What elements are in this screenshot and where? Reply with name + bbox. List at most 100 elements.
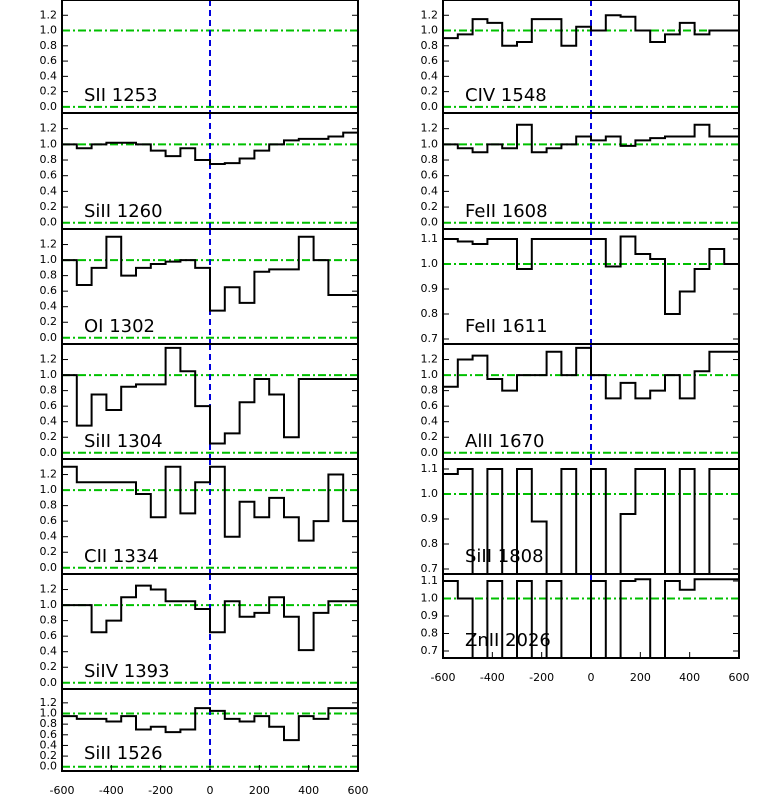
y-tick-label: 0.7 bbox=[421, 644, 439, 657]
panel: 0.7 0.8 0.9 1.0 1.1 SiII 1808 bbox=[421, 458, 740, 575]
y-tick-label: 0.8 bbox=[421, 153, 439, 166]
x-tick-label: -400 bbox=[480, 671, 505, 684]
x-tick-label: 400 bbox=[298, 784, 319, 797]
panel-label: SiII 1260 bbox=[84, 201, 163, 222]
y-tick-label: 0.4 bbox=[421, 184, 439, 197]
y-tick-label: 0.2 bbox=[40, 430, 58, 443]
panel-label: FeII 1608 bbox=[465, 201, 548, 222]
spectrum bbox=[62, 707, 358, 742]
y-tick-label: 0.2 bbox=[421, 200, 439, 213]
y-tick-label: 1.2 bbox=[40, 353, 58, 366]
y-tick-label: 0.2 bbox=[421, 85, 439, 98]
y-tick-label: 1.0 bbox=[421, 24, 439, 37]
y-tick-label: 0.0 bbox=[40, 100, 58, 113]
y-tick-label: 0.8 bbox=[421, 627, 439, 640]
y-tick-label: 0.8 bbox=[421, 39, 439, 52]
panel-label: FeII 1611 bbox=[465, 316, 548, 337]
y-tick-label: 0.8 bbox=[40, 614, 58, 627]
y-tick-label: 0.8 bbox=[40, 153, 58, 166]
y-tick-label: 0.2 bbox=[40, 200, 58, 213]
panel-label: CIV 1548 bbox=[465, 85, 547, 106]
y-tick-label: 0.6 bbox=[421, 169, 439, 182]
y-tick-label: 0.0 bbox=[40, 760, 58, 773]
panel: 0.0 0.2 0.4 0.6 0.8 1.0 1.2 AlII 1670 bbox=[421, 343, 740, 460]
y-tick-label: 0.0 bbox=[421, 216, 439, 229]
y-tick-label: 0.6 bbox=[40, 399, 58, 412]
x-tick-label: -200 bbox=[148, 784, 173, 797]
panel-label: SiII 1808 bbox=[465, 546, 544, 567]
x-tick-label: 600 bbox=[729, 671, 750, 684]
y-tick-label: 0.0 bbox=[40, 331, 58, 344]
x-tick-label: -200 bbox=[529, 671, 554, 684]
y-tick-label: 1.0 bbox=[40, 598, 58, 611]
y-tick-label: 1.2 bbox=[40, 583, 58, 596]
spectrum bbox=[62, 131, 358, 165]
spectrum bbox=[443, 123, 739, 154]
x-tick-label: 200 bbox=[630, 671, 651, 684]
y-tick-label: 0.6 bbox=[40, 629, 58, 642]
spectrum bbox=[62, 346, 358, 445]
x-tick-label: -400 bbox=[99, 784, 124, 797]
y-tick-label: 0.2 bbox=[40, 315, 58, 328]
y-tick-label: 0.2 bbox=[421, 430, 439, 443]
y-tick-label: 0.9 bbox=[421, 512, 439, 525]
x-tick-label: 400 bbox=[679, 671, 700, 684]
y-tick-label: 0.0 bbox=[40, 216, 58, 229]
panel: 0.00.20.40.60.81.01.2 SiII 1526 -600 -400 -2… bbox=[40, 688, 369, 797]
y-tick-label: 0.4 bbox=[40, 300, 58, 313]
panel: 0.0 0.2 0.4 0.6 0.8 1.0 1.2 OI 1302 bbox=[40, 228, 359, 345]
y-tick-label: 1.2 bbox=[421, 122, 439, 135]
x-tick-label: 0 bbox=[207, 784, 214, 797]
x-tick-label: 600 bbox=[348, 784, 369, 797]
y-tick-label: 0.7 bbox=[421, 332, 439, 345]
y-tick-label: 0.0 bbox=[40, 561, 58, 574]
y-tick-label: 1.1 bbox=[421, 574, 439, 587]
y-tick-label: 1.2 bbox=[421, 353, 439, 366]
y-tick-label: 0.6 bbox=[40, 514, 58, 527]
y-tick-label: 1.0 bbox=[40, 24, 58, 37]
panel-label: SiIV 1393 bbox=[84, 661, 170, 682]
panel-label: SiII 1304 bbox=[84, 431, 163, 452]
y-tick-label: 1.0 bbox=[40, 706, 58, 719]
y-tick-label: 0.8 bbox=[40, 384, 58, 397]
spectrum bbox=[443, 235, 739, 315]
panel: 0.0 0.2 0.4 0.6 0.8 1.0 1.2 SiII 1304 bbox=[40, 343, 359, 460]
y-tick-label: 1.2 bbox=[40, 238, 58, 251]
spectrum bbox=[443, 468, 739, 574]
y-tick-label: 1.0 bbox=[40, 137, 58, 150]
panel-label: SiII 1526 bbox=[84, 743, 163, 764]
panel: 0.7 0.8 0.9 1.0 1.1 ZnII 2026 -600 -400 -200 0 200… bbox=[421, 573, 750, 684]
y-tick-label: 0.2 bbox=[40, 749, 58, 762]
y-tick-label: 1.2 bbox=[40, 8, 58, 21]
x-tick-label: -600 bbox=[50, 784, 75, 797]
spectrum bbox=[62, 465, 358, 542]
y-tick-label: 0.2 bbox=[40, 85, 58, 98]
y-tick-label: 0.8 bbox=[40, 39, 58, 52]
panel: 0.0 0.2 0.4 0.6 0.8 1.0 1.2 CIV 1548 bbox=[421, 0, 740, 114]
y-tick-label: 0.8 bbox=[40, 269, 58, 282]
y-tick-label: 0.4 bbox=[421, 415, 439, 428]
y-tick-label: 0.0 bbox=[421, 446, 439, 459]
y-tick-label: 0.4 bbox=[40, 530, 58, 543]
panel: 0.0 0.2 0.4 0.6 0.8 1.0 1.2 FeII 1608 bbox=[421, 112, 740, 230]
y-tick-label: 0.6 bbox=[40, 54, 58, 67]
y-tick-label: 0.8 bbox=[40, 499, 58, 512]
y-tick-label: 0.8 bbox=[421, 384, 439, 397]
panel: 0.0 0.2 0.4 0.6 0.8 1.0 1.2 CII 1334 bbox=[40, 458, 359, 575]
y-tick-label: 1.1 bbox=[421, 462, 439, 475]
y-tick-label: 0.4 bbox=[40, 645, 58, 658]
y-tick-label: 0.6 bbox=[40, 169, 58, 182]
y-tick-label: 0.4 bbox=[421, 69, 439, 82]
panel-label: SII 1253 bbox=[84, 85, 158, 106]
y-tick-label: 1.2 bbox=[421, 8, 439, 21]
panel: 0.0 0.2 0.4 0.6 0.8 1.0 1.2 SII 1253 bbox=[40, 0, 359, 114]
y-tick-label: 0.8 bbox=[421, 537, 439, 550]
y-tick-label: 0.0 bbox=[421, 100, 439, 113]
panel-label: OI 1302 bbox=[84, 316, 155, 337]
spectrum bbox=[443, 346, 739, 400]
y-tick-label: 0.4 bbox=[40, 184, 58, 197]
y-tick-label: 1.0 bbox=[40, 483, 58, 496]
y-tick-label: 0.9 bbox=[421, 282, 439, 295]
y-tick-label: 1.2 bbox=[40, 696, 58, 709]
